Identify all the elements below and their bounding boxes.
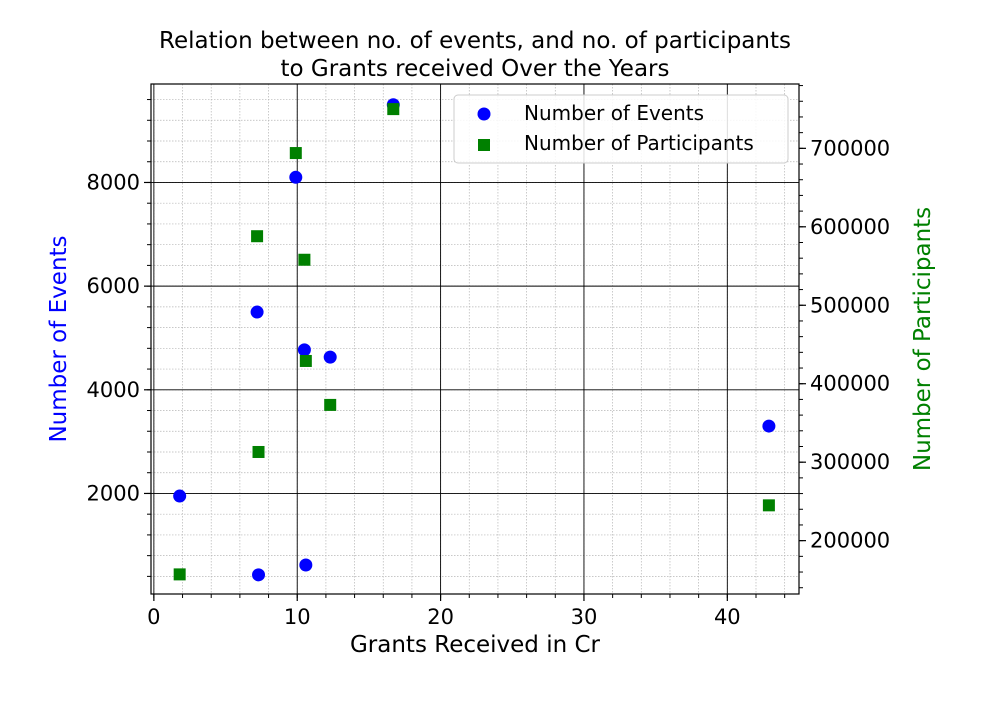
- events-point: [297, 343, 311, 357]
- events-point: [323, 350, 337, 364]
- events-point: [762, 419, 776, 433]
- legend: Number of Events Number of Participants: [453, 94, 789, 164]
- y-right-tick-label: 200000: [810, 529, 890, 553]
- events-point: [173, 489, 187, 503]
- x-tick-label: 0: [147, 605, 160, 629]
- right-y-axis-label: Number of Participants: [910, 207, 936, 471]
- participants-point: [252, 445, 265, 458]
- x-axis-ticks: 0 10 20 30 40: [147, 594, 786, 629]
- participants-point: [324, 398, 337, 411]
- events-point: [289, 170, 303, 184]
- participants-point: [251, 230, 264, 243]
- y-right-tick-label: 700000: [810, 136, 890, 160]
- legend-box: [453, 94, 789, 164]
- y-right-tick-label: 600000: [810, 215, 890, 239]
- left-y-axis-ticks: 2000 4000 6000 8000: [87, 99, 151, 577]
- plot-frame: [150, 83, 800, 595]
- x-tick-label: 10: [284, 605, 311, 629]
- participants-point: [173, 568, 186, 581]
- events-point: [252, 568, 266, 582]
- y-right-tick-label: 500000: [810, 293, 890, 317]
- plot-area: [151, 84, 799, 594]
- participants-point: [298, 253, 311, 266]
- x-axis-label: Grants Received in Cr: [350, 632, 601, 658]
- legend-marker-events: [477, 107, 491, 121]
- x-tick-label: 40: [714, 605, 741, 629]
- chart-title-line-1: Relation between no. of events, and no. …: [159, 28, 791, 54]
- y-right-tick-label: 400000: [810, 372, 890, 396]
- y-left-tick-label: 4000: [87, 378, 140, 402]
- chart-title-line-2: to Grants received Over the Years: [281, 56, 670, 82]
- participants-point: [299, 354, 312, 367]
- y-right-tick-label: 300000: [810, 450, 890, 474]
- y-left-tick-label: 6000: [87, 274, 140, 298]
- y-left-tick-label: 8000: [87, 170, 140, 194]
- events-point: [250, 305, 264, 319]
- left-y-axis-label: Number of Events: [46, 235, 72, 442]
- major-grid: [151, 84, 799, 594]
- participants-point: [762, 499, 775, 512]
- x-tick-label: 20: [427, 605, 454, 629]
- events-point: [299, 558, 313, 572]
- participants-point: [387, 103, 400, 116]
- right-y-axis-ticks: 200000 300000 400000 500000 600000 700000: [799, 85, 890, 589]
- x-tick-label: 30: [571, 605, 598, 629]
- y-left-tick-label: 2000: [87, 481, 140, 505]
- legend-label-participants: Number of Participants: [524, 131, 754, 155]
- legend-label-events: Number of Events: [524, 101, 704, 125]
- participants-point: [289, 147, 302, 160]
- legend-marker-participants: [478, 139, 490, 151]
- data-points: [173, 98, 776, 582]
